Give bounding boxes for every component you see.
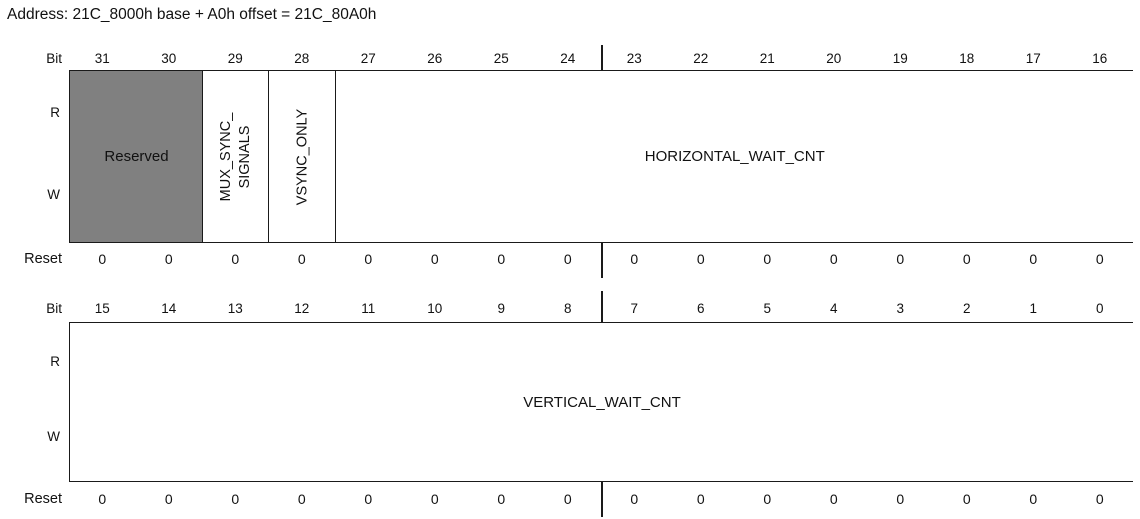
bit-number: 10 [427, 301, 443, 316]
byte-boundary-divider [601, 482, 603, 517]
reset-value: 0 [164, 251, 173, 267]
field-mux-sync-signals: MUX_SYNC_ SIGNALS [201, 71, 270, 242]
field-label: Reserved [104, 148, 169, 165]
bit-number: 0 [1095, 301, 1104, 316]
bit-number: 20 [826, 51, 842, 66]
bit-header-label: Bit [46, 301, 62, 316]
bit-number: 12 [294, 301, 310, 316]
reset-value: 0 [430, 491, 439, 507]
field-vertical-wait-cnt: VERTICAL_WAIT_CNT [70, 323, 1134, 481]
field-horizontal-wait-cnt: HORIZONTAL_WAIT_CNT [334, 71, 1134, 242]
bit-number: 30 [161, 51, 177, 66]
bit-number: 24 [560, 51, 576, 66]
field-label: HORIZONTAL_WAIT_CNT [644, 148, 825, 165]
bit-number: 28 [294, 51, 310, 66]
bit-number: 3 [896, 301, 904, 316]
bit-number: 9 [497, 301, 505, 316]
reset-value: 0 [630, 251, 639, 267]
bit-number: 5 [763, 301, 771, 316]
read-label: R [50, 105, 60, 121]
register-box: Reserved MUX_SYNC_ SIGNALS VSYNC_ONLY HORIZ… [69, 70, 1134, 243]
reset-value: 0 [364, 251, 373, 267]
bit-number: 13 [227, 301, 243, 316]
bit-number: 1 [1029, 301, 1037, 316]
bit-number: 18 [959, 51, 975, 66]
bit-number: 11 [361, 301, 376, 316]
reset-value: 0 [1029, 251, 1038, 267]
reset-value: 0 [297, 251, 306, 267]
bit-number: 23 [626, 51, 642, 66]
bit-number: 27 [360, 51, 376, 66]
reset-value: 0 [563, 491, 572, 507]
byte-boundary-divider [601, 243, 603, 278]
reset-value: 0 [962, 251, 971, 267]
reset-value: 0 [497, 251, 506, 267]
reset-row-label: Reset [24, 251, 62, 267]
bit-number: 8 [563, 301, 572, 316]
reset-value: 0 [829, 251, 838, 267]
reset-value: 0 [1029, 491, 1038, 507]
reset-value: 0 [630, 491, 639, 507]
register-box: VERTICAL_WAIT_CNT [69, 322, 1134, 482]
field-reserved: Reserved [70, 71, 203, 242]
reset-value: 0 [430, 251, 439, 267]
bit-number: 21 [759, 51, 775, 66]
reset-value: 0 [497, 491, 506, 507]
bit-number: 31 [94, 51, 110, 66]
read-label: R [50, 354, 60, 369]
reset-value: 0 [763, 491, 772, 507]
bit-header-label: Bit [46, 51, 62, 66]
bit-number: 6 [696, 301, 705, 316]
reset-value: 0 [231, 491, 240, 507]
reset-value: 0 [696, 491, 705, 507]
write-label: W [47, 186, 60, 202]
bit-number: 7 [630, 301, 638, 316]
reset-value: 0 [1095, 251, 1104, 267]
bit-number: 17 [1025, 51, 1041, 66]
field-label: MUX_SYNC_ SIGNALS [218, 112, 253, 201]
bit-number: 15 [94, 301, 110, 316]
bit-number: 19 [892, 51, 908, 66]
bit-number: 29 [227, 51, 243, 66]
reset-value: 0 [231, 251, 240, 267]
reset-value: 0 [563, 251, 572, 267]
field-vsync-only: VSYNC_ONLY [268, 71, 336, 242]
byte-boundary-divider [601, 291, 603, 322]
field-label: VERTICAL_WAIT_CNT [523, 393, 681, 411]
reset-row-label: Reset [24, 491, 62, 507]
bit-number: 14 [161, 301, 177, 316]
bit-number: 26 [427, 51, 443, 66]
reset-value: 0 [896, 491, 905, 507]
reset-value: 0 [164, 491, 173, 507]
reset-value: 0 [297, 491, 306, 507]
write-label: W [47, 429, 60, 445]
reset-value: 0 [1095, 491, 1104, 507]
reset-value: 0 [763, 251, 772, 267]
reset-value: 0 [98, 491, 107, 507]
byte-boundary-divider [601, 45, 603, 70]
bit-number: 25 [493, 51, 509, 66]
reset-value: 0 [696, 251, 705, 267]
address-line: Address: 21C_8000h base + A0h offset = 2… [7, 6, 377, 23]
bit-number: 16 [1092, 51, 1108, 66]
reset-value: 0 [98, 251, 107, 267]
reset-value: 0 [829, 491, 838, 507]
bit-number: 2 [962, 301, 971, 316]
reset-value: 0 [364, 491, 373, 507]
bit-number: 4 [829, 301, 838, 316]
reset-value: 0 [896, 251, 905, 267]
bit-number: 22 [693, 51, 709, 66]
field-label: VSYNC_ONLY [294, 108, 311, 205]
reset-value: 0 [962, 491, 971, 507]
